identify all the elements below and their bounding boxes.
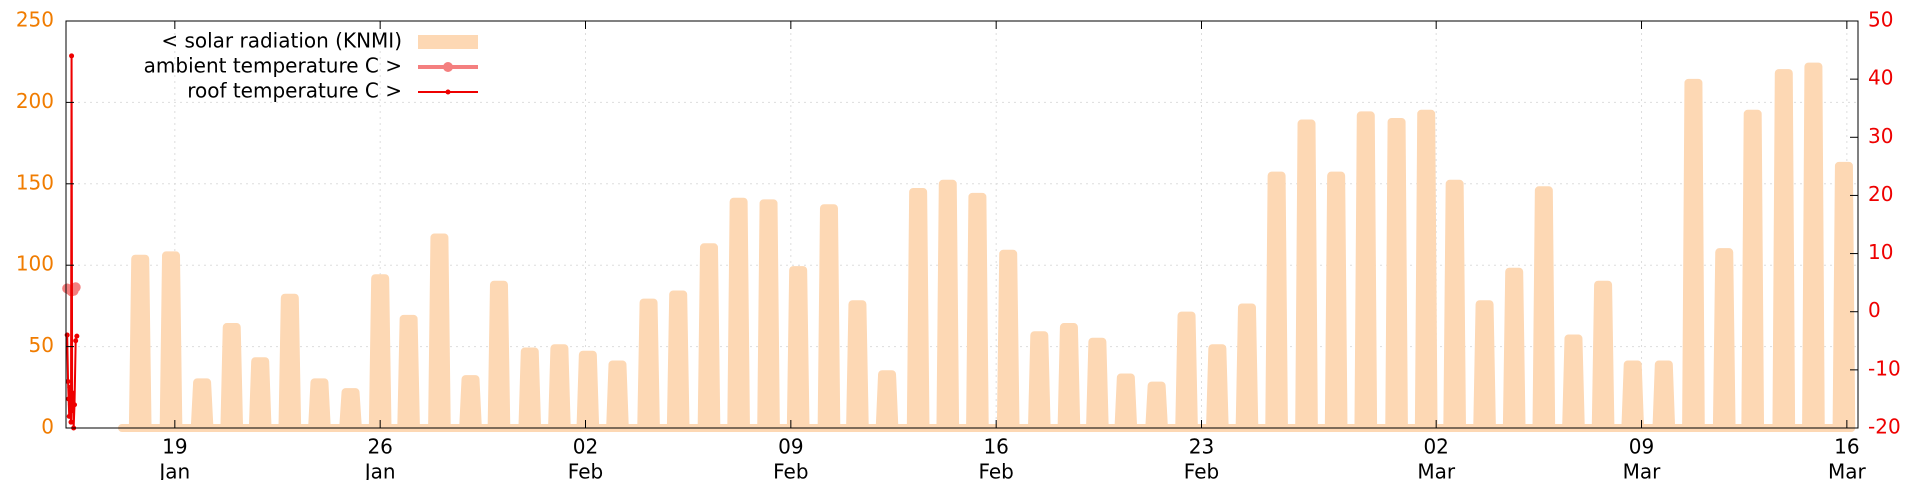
x-tick-month: Mar	[1623, 460, 1662, 480]
legend-label: ambient temperature C >	[144, 54, 402, 78]
legend-label: roof temperature C >	[187, 79, 402, 103]
y-tick-label: 100	[16, 252, 54, 276]
y2-tick-label: 10	[1868, 240, 1893, 264]
point	[67, 402, 73, 408]
point	[68, 419, 74, 425]
x-tick-month: Jan	[363, 460, 396, 480]
x-tick-month: Mar	[1417, 460, 1456, 480]
point	[69, 408, 75, 414]
point	[69, 53, 75, 59]
y-tick-label: 250	[16, 8, 54, 32]
x-tick-month: Feb	[773, 460, 808, 480]
x-tick-label: 23	[1189, 435, 1214, 459]
point	[70, 390, 76, 396]
x-tick-label: 26	[367, 435, 392, 459]
x-tick-month: Feb	[1184, 460, 1219, 480]
y2-tick-label: 50	[1868, 8, 1893, 32]
x-tick-label: 02	[1423, 435, 1448, 459]
point	[67, 384, 73, 390]
point	[72, 402, 78, 408]
y-tick-label: 50	[29, 333, 54, 357]
legend-marker	[443, 62, 453, 72]
x-tick-month: Mar	[1828, 460, 1867, 480]
x-tick-month: Feb	[568, 460, 603, 480]
x-tick-label: 09	[778, 435, 803, 459]
point	[74, 333, 80, 339]
data-layer	[62, 53, 1856, 432]
x-tick-label: 02	[573, 435, 598, 459]
x-tick-month: Feb	[978, 460, 1013, 480]
x-tick-month: Jan	[157, 460, 190, 480]
y-tick-label: 150	[16, 170, 54, 194]
line	[66, 55, 78, 429]
y2-tick-label: 40	[1868, 66, 1893, 90]
y-tick-label: 200	[16, 89, 54, 113]
area	[118, 62, 1856, 432]
legend-marker	[445, 89, 451, 95]
legend: < solar radiation (KNMI)ambient temperat…	[144, 29, 478, 103]
plot-border	[65, 20, 1859, 429]
legend-label: < solar radiation (KNMI)	[161, 29, 402, 53]
legend-swatch	[418, 35, 478, 49]
y-tick-label: 0	[41, 415, 54, 439]
point	[73, 338, 79, 344]
y2-tick-label: 20	[1868, 182, 1893, 206]
x-tick-label: 16	[983, 435, 1008, 459]
point	[65, 378, 71, 384]
point	[70, 282, 81, 293]
y2-tick-label: 0	[1868, 298, 1881, 322]
x-tick-label: 19	[162, 435, 187, 459]
point	[66, 413, 72, 419]
y2-tick-label: -20	[1868, 415, 1901, 439]
point	[66, 396, 72, 402]
axes: 19Jan26Jan02Feb09Feb16Feb23Feb02Mar09Mar…	[16, 8, 1901, 480]
point	[64, 332, 70, 338]
x-tick-label: 09	[1629, 435, 1654, 459]
x-tick-label: 16	[1834, 435, 1859, 459]
y2-tick-label: 30	[1868, 124, 1893, 148]
y2-tick-label: -10	[1868, 356, 1901, 380]
